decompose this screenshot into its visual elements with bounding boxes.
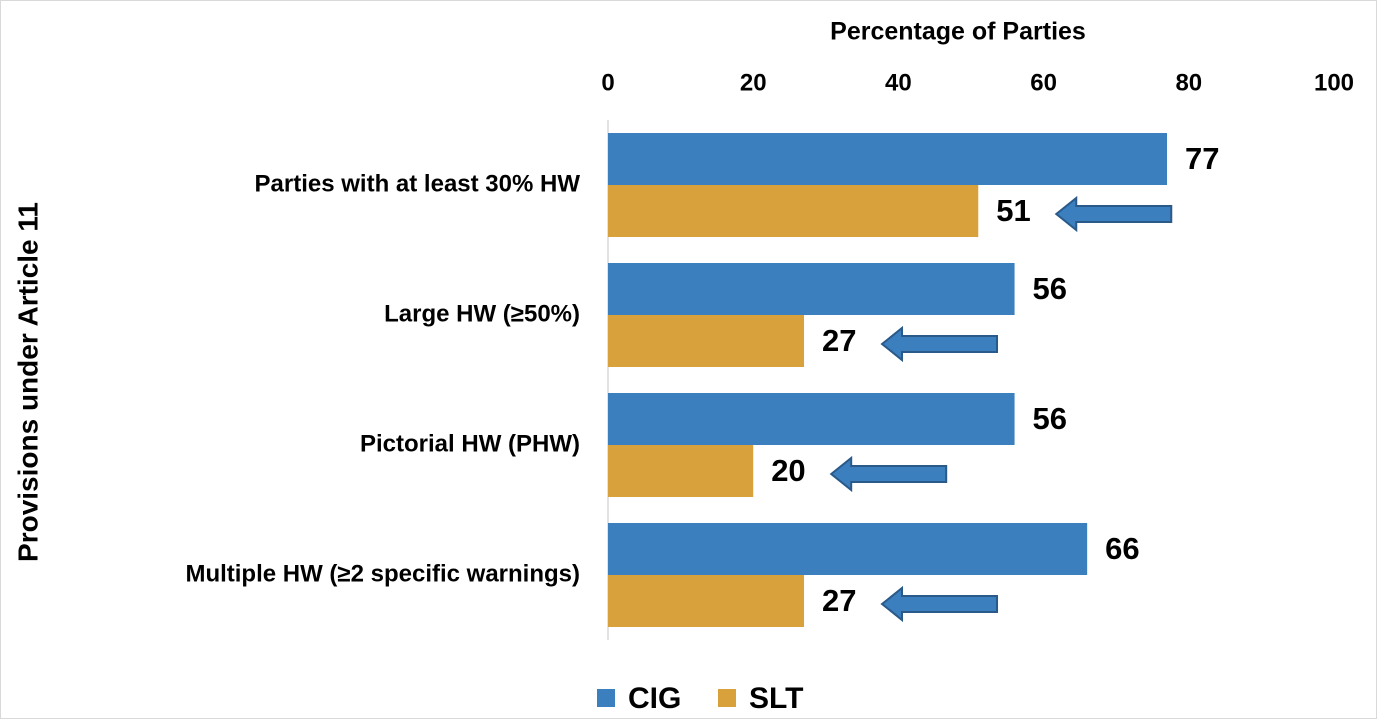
category-label: Multiple HW (≥2 specific warnings) — [185, 560, 580, 587]
data-label: 56 — [1033, 271, 1067, 306]
x-tick-label: 0 — [601, 69, 614, 96]
bar — [608, 263, 1015, 315]
data-label: 77 — [1185, 141, 1219, 176]
arrow — [829, 455, 948, 493]
legend-label: SLT — [749, 682, 803, 715]
arrow — [880, 325, 999, 363]
bar — [608, 185, 979, 237]
bar — [608, 445, 754, 497]
bar — [608, 133, 1168, 185]
legend-label: CIG — [628, 682, 681, 715]
legend-swatch — [718, 689, 736, 707]
data-label: 27 — [822, 583, 856, 618]
category-label: Pictorial HW (PHW) — [360, 430, 580, 457]
arrow — [880, 585, 999, 623]
category-label: Parties with at least 30% HW — [255, 170, 581, 197]
x-tick-label: 80 — [1175, 69, 1202, 96]
x-tick-label: 40 — [885, 69, 912, 96]
x-tick-label: 100 — [1314, 69, 1354, 96]
legend-swatch — [597, 689, 615, 707]
data-label: 56 — [1033, 401, 1067, 436]
x-tick-label: 20 — [740, 69, 767, 96]
data-label: 20 — [771, 453, 805, 488]
data-label: 51 — [996, 193, 1030, 228]
bar — [608, 523, 1088, 575]
x-tick-label: 60 — [1030, 69, 1057, 96]
arrow — [1054, 195, 1173, 233]
y-axis-title: Provisions under Article 11 — [12, 202, 43, 562]
category-label: Large HW (≥50%) — [384, 300, 580, 327]
x-axis-title: Percentage of Parties — [830, 18, 1086, 46]
bar — [608, 315, 805, 367]
data-label: 66 — [1105, 531, 1139, 566]
bar — [608, 575, 805, 627]
data-label: 27 — [822, 323, 856, 358]
bar — [608, 393, 1015, 445]
